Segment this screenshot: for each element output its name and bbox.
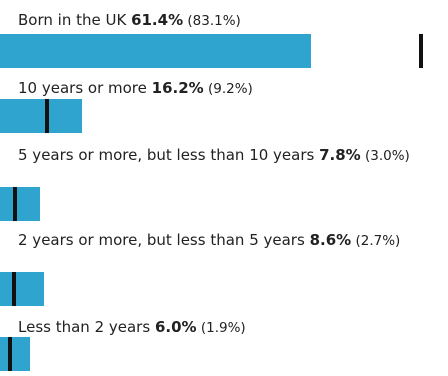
category-name: 10 years or more <box>18 79 152 97</box>
category-label: Born in the UK 61.4% (83.1%) <box>18 10 438 31</box>
comparison-marker <box>8 337 12 371</box>
category-name: 2 years or more, but less than 5 years <box>18 231 310 249</box>
category-name: Born in the UK <box>18 11 132 29</box>
bar <box>0 272 44 306</box>
comparison-marker <box>45 99 49 133</box>
comparison-label: (1.9%) <box>196 320 246 336</box>
comparison-label: (3.0%) <box>360 148 410 164</box>
value-label: 8.6% <box>309 231 352 249</box>
bar <box>0 34 311 68</box>
comparison-marker <box>13 187 17 221</box>
value-label: 61.4% <box>131 11 184 29</box>
comparison-marker <box>419 34 423 68</box>
bar-track <box>0 272 420 306</box>
comparison-label: (9.2%) <box>203 81 253 97</box>
category-name: 5 years or more, but less than 10 years <box>18 146 320 164</box>
value-label: 16.2% <box>151 79 204 97</box>
comparison-marker <box>12 272 16 306</box>
comparison-label: (2.7%) <box>351 233 401 249</box>
value-label: 7.8% <box>319 146 361 164</box>
category-label: Less than 2 years 6.0% (1.9%) <box>18 317 438 338</box>
category-label: 2 years or more, but less than 5 years 8… <box>18 230 438 251</box>
bar-track <box>0 337 420 371</box>
category-name: Less than 2 years <box>18 318 155 336</box>
bar-track <box>0 99 420 133</box>
bar <box>0 99 82 133</box>
category-label: 5 years or more, but less than 10 years … <box>18 145 438 166</box>
bar-track <box>0 34 423 68</box>
comparison-label: (83.1%) <box>183 13 241 29</box>
category-label: 10 years or more 16.2% (9.2%) <box>18 78 438 99</box>
value-label: 6.0% <box>154 318 197 336</box>
bar <box>0 337 30 371</box>
bar-track <box>0 187 420 221</box>
bar <box>0 187 40 221</box>
